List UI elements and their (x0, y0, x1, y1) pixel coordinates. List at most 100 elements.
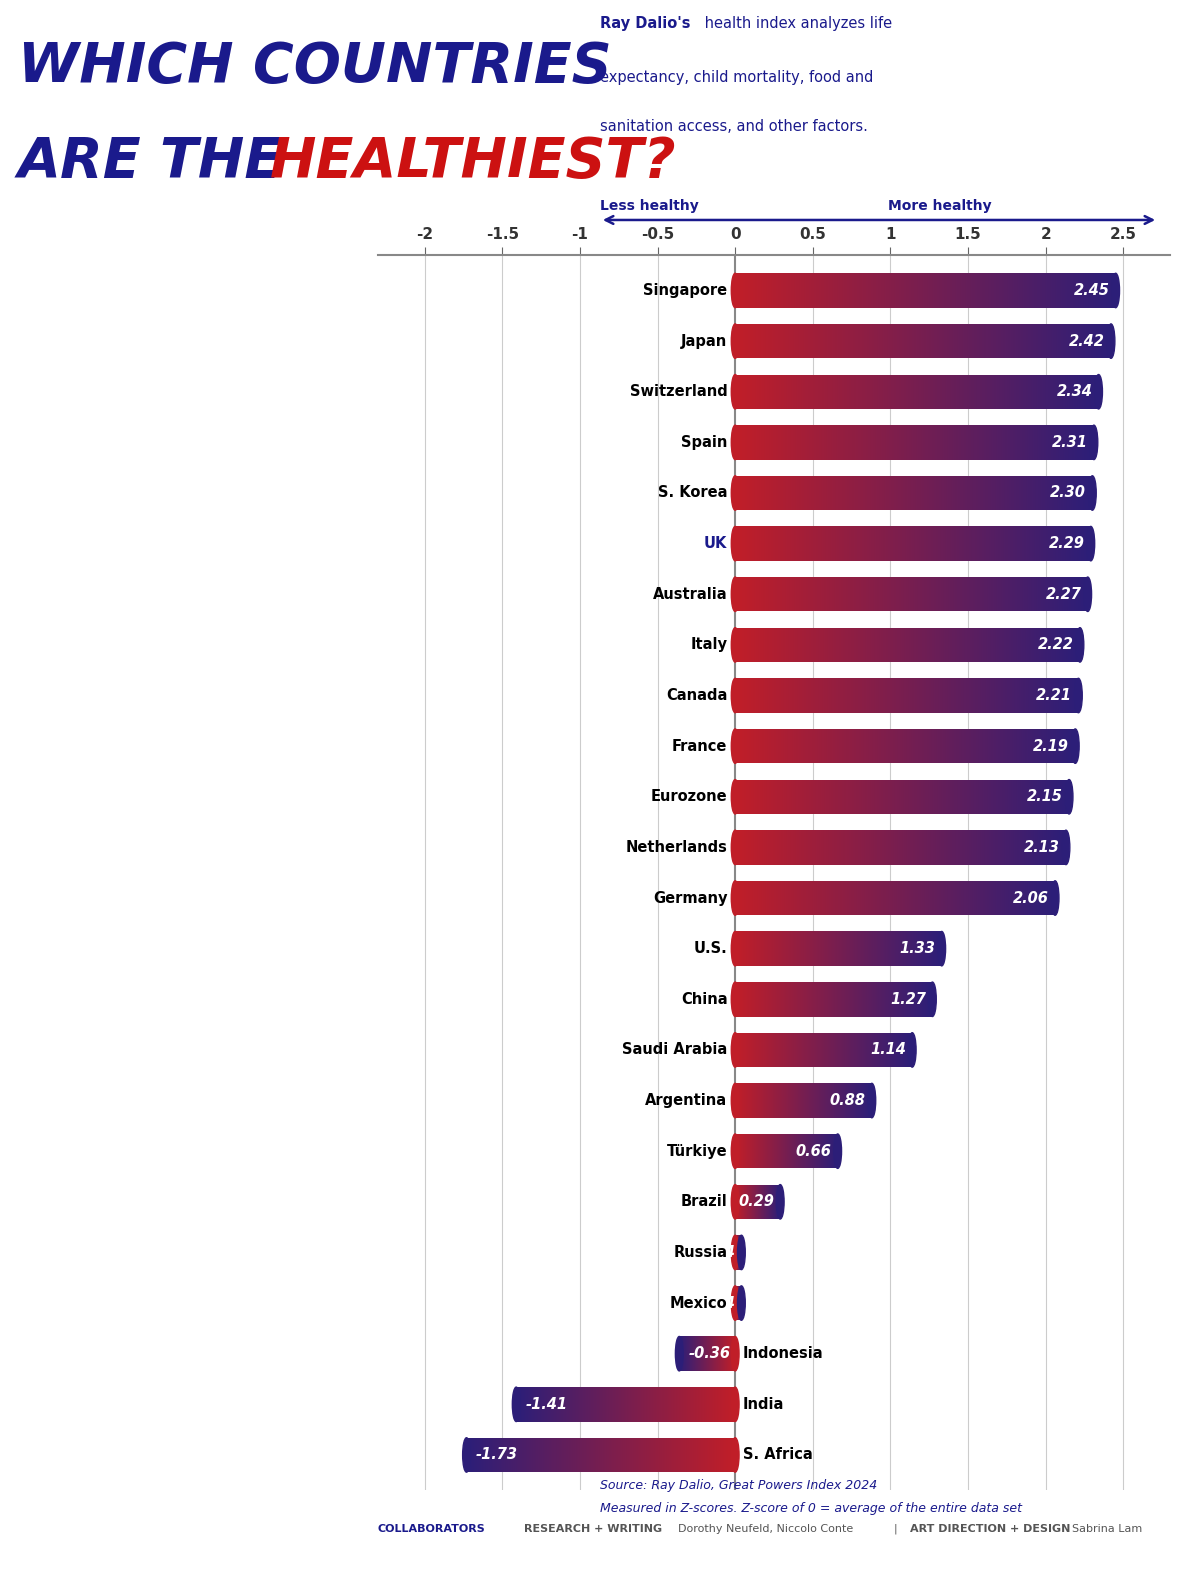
Bar (985, 273, 986, 308)
Bar (1074, 475, 1075, 510)
Bar (1091, 475, 1092, 510)
Bar (750, 426, 751, 459)
Bar (910, 475, 911, 510)
Bar (1093, 324, 1094, 359)
Text: 2.22: 2.22 (1038, 638, 1074, 652)
Bar (754, 324, 755, 359)
Bar (1006, 475, 1007, 510)
Bar (871, 273, 872, 308)
Bar (1037, 426, 1038, 459)
Bar (787, 273, 788, 308)
Bar (756, 273, 757, 308)
Bar (979, 324, 980, 359)
Bar (883, 475, 884, 510)
Bar (850, 324, 851, 359)
Text: RESEARCH + WRITING: RESEARCH + WRITING (524, 1524, 662, 1533)
Bar (966, 475, 967, 510)
Text: 0.88: 0.88 (829, 1093, 865, 1108)
Bar (797, 375, 798, 410)
Bar (995, 375, 996, 410)
Bar (809, 273, 810, 308)
Bar (929, 475, 930, 510)
Bar (841, 426, 842, 459)
Bar (866, 324, 868, 359)
Bar (959, 426, 960, 459)
Bar (804, 273, 805, 308)
Bar (788, 273, 790, 308)
Bar (1060, 375, 1061, 410)
Bar (886, 475, 887, 510)
Bar (1001, 375, 1002, 410)
Bar (977, 375, 978, 410)
Bar (766, 375, 767, 410)
Bar (882, 475, 883, 510)
Bar (806, 273, 808, 308)
Bar (967, 324, 968, 359)
Bar (900, 375, 901, 410)
Bar (869, 273, 870, 308)
Bar (850, 475, 851, 510)
Bar (1106, 273, 1108, 308)
Bar (1067, 324, 1068, 359)
Bar (844, 324, 846, 359)
Bar (845, 426, 846, 459)
Bar (859, 426, 860, 459)
Bar (803, 375, 804, 410)
Bar (853, 273, 854, 308)
Bar (1019, 273, 1020, 308)
Bar (850, 273, 851, 308)
Bar (1058, 426, 1060, 459)
Bar (1104, 273, 1105, 308)
Bar (1050, 324, 1051, 359)
Bar (1028, 324, 1030, 359)
Bar (853, 375, 854, 410)
Bar (830, 324, 832, 359)
Bar (748, 426, 749, 459)
Bar (805, 375, 806, 410)
Bar (748, 273, 749, 308)
Bar (898, 375, 899, 410)
Bar (776, 375, 778, 410)
Bar (1015, 375, 1016, 410)
Bar (772, 426, 773, 459)
Bar (846, 475, 847, 510)
Bar (776, 426, 778, 459)
Bar (739, 324, 740, 359)
Bar (938, 273, 940, 308)
Bar (828, 273, 829, 308)
Bar (1009, 475, 1010, 510)
Bar (860, 324, 862, 359)
Bar (761, 324, 762, 359)
Bar (761, 273, 762, 308)
Bar (1036, 475, 1037, 510)
Bar (1097, 375, 1098, 410)
Bar (757, 375, 758, 410)
Bar (1091, 426, 1092, 459)
Bar (863, 324, 864, 359)
Bar (942, 426, 943, 459)
Ellipse shape (731, 779, 739, 815)
Bar (936, 273, 937, 308)
Bar (1066, 273, 1068, 308)
Bar (937, 475, 938, 510)
Bar (756, 475, 757, 510)
Bar (1064, 426, 1066, 459)
Bar (1070, 375, 1072, 410)
Bar (968, 273, 970, 308)
Bar (761, 475, 762, 510)
Bar (872, 273, 874, 308)
Text: 1.14: 1.14 (870, 1042, 906, 1057)
Bar (1020, 324, 1021, 359)
Bar (1016, 375, 1018, 410)
Ellipse shape (731, 1133, 739, 1168)
Bar (1039, 273, 1040, 308)
Bar (799, 426, 800, 459)
Bar (1040, 426, 1042, 459)
Bar (979, 375, 980, 410)
Bar (1040, 475, 1042, 510)
Bar (865, 375, 866, 410)
Bar (1086, 273, 1087, 308)
Bar (842, 375, 845, 410)
Ellipse shape (1090, 426, 1098, 459)
Bar (745, 475, 746, 510)
